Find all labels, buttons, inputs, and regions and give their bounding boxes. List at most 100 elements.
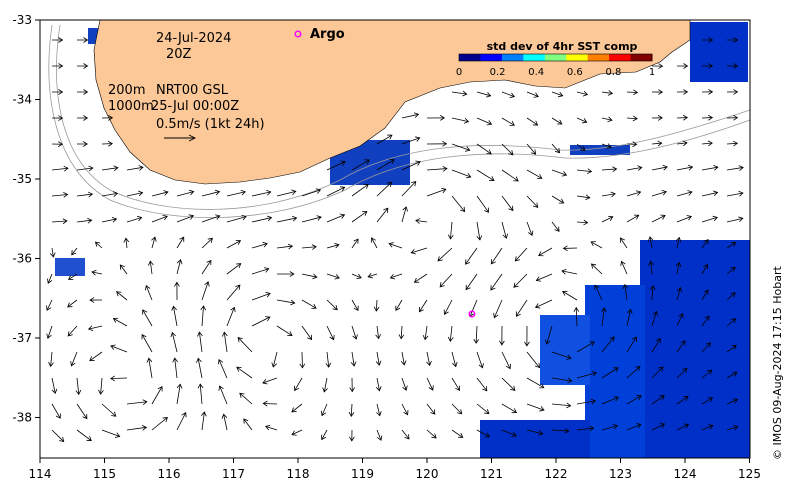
current-arrow-head: [657, 115, 663, 121]
current-arrow-head: [708, 89, 714, 95]
current-arrow-head: [332, 305, 338, 311]
current-arrow: [101, 192, 118, 197]
current-arrow-head: [452, 361, 458, 368]
current-arrow-head: [490, 285, 496, 291]
current-arrow-head: [179, 236, 185, 242]
current-arrow-head: [63, 192, 69, 198]
current-arrow: [201, 260, 212, 275]
current-arrow-head: [82, 141, 88, 147]
current-arrow-head: [58, 37, 64, 43]
current-arrow: [351, 238, 359, 249]
current-arrow: [291, 403, 303, 413]
current-arrow: [199, 384, 203, 405]
current-arrow-head: [738, 216, 744, 222]
colorbar-tick: 0: [456, 67, 462, 78]
current-arrow: [226, 191, 246, 197]
current-arrow: [176, 236, 185, 249]
current-arrow-head: [352, 334, 358, 340]
current-arrow: [389, 243, 403, 249]
current-arrow: [126, 166, 144, 171]
current-arrow: [624, 284, 628, 301]
current-arrow-head: [262, 400, 268, 407]
current-arrow-head: [652, 310, 659, 317]
current-arrow: [376, 325, 380, 339]
current-arrow: [351, 325, 357, 340]
current-arrow: [301, 299, 317, 309]
current-arrow: [601, 168, 617, 171]
current-arrow-head: [110, 375, 116, 382]
current-arrow: [276, 325, 293, 336]
current-arrow: [551, 91, 563, 97]
x-tick-label: 117: [222, 467, 245, 481]
current-arrow-head: [647, 236, 654, 242]
current-arrow-head: [375, 360, 382, 366]
current-arrow: [626, 336, 637, 353]
current-arrow-head: [111, 411, 117, 417]
current-arrow-head: [291, 189, 297, 196]
current-arrow: [401, 181, 417, 197]
current-arrow: [651, 215, 666, 223]
current-arrow: [51, 377, 56, 394]
current-arrow: [650, 261, 653, 275]
current-arrow-head: [271, 362, 277, 368]
current-arrow: [51, 403, 61, 419]
current-arrow: [676, 166, 693, 171]
current-arrow: [601, 193, 616, 197]
current-arrow: [501, 377, 516, 391]
current-arrow: [501, 429, 517, 437]
current-arrow-head: [262, 379, 268, 385]
current-arrow-head: [376, 411, 382, 417]
current-arrow-head: [524, 341, 530, 347]
current-arrow-head: [573, 306, 580, 312]
current-arrow: [50, 351, 53, 367]
current-arrow-head: [713, 165, 719, 171]
current-arrow-head: [539, 383, 545, 389]
current-arrow: [490, 247, 503, 265]
current-arrow-head: [373, 306, 380, 312]
current-arrow-head: [545, 339, 551, 345]
current-arrow-head: [706, 369, 713, 375]
current-arrow-head: [730, 318, 737, 324]
current-arrow-head: [266, 215, 273, 222]
current-arrow: [262, 377, 278, 384]
colorbar-cell: [566, 54, 589, 61]
current-arrow: [701, 342, 711, 353]
current-arrow-head: [88, 165, 94, 172]
current-arrow-head: [703, 289, 709, 295]
current-arrow: [368, 273, 378, 278]
current-arrow-head: [402, 385, 408, 391]
current-arrow: [151, 191, 169, 197]
current-arrow: [701, 425, 714, 431]
current-arrow-head: [291, 407, 297, 413]
current-arrow-head: [402, 206, 408, 212]
current-arrow: [88, 325, 103, 330]
current-arrow: [626, 309, 631, 327]
current-arrow: [726, 399, 738, 405]
current-arrow-head: [188, 214, 195, 220]
current-arrow-head: [316, 215, 322, 221]
current-arrow-head: [606, 143, 612, 149]
current-arrow: [326, 351, 330, 368]
current-arrow: [251, 217, 272, 223]
current-arrow-head: [658, 89, 664, 95]
current-arrow: [516, 299, 528, 317]
current-arrow-head: [462, 90, 468, 97]
current-arrow: [276, 217, 297, 223]
current-arrow-head: [561, 171, 568, 177]
current-arrow: [141, 334, 153, 353]
current-arrow-head: [580, 145, 586, 152]
current-arrow-head: [110, 344, 116, 350]
current-arrow-head: [147, 260, 154, 266]
current-arrow-head: [509, 120, 515, 126]
current-arrow: [576, 169, 592, 172]
current-arrow: [676, 340, 686, 353]
argo-legend-marker: [294, 30, 302, 38]
current-arrow: [201, 306, 204, 327]
current-arrow-head: [181, 411, 187, 418]
contour-200m: [56, 24, 751, 210]
current-arrow: [76, 167, 93, 171]
current-arrow-head: [635, 365, 641, 372]
current-arrow-head: [455, 385, 461, 392]
imos-credit: © IMOS 09-Aug-2024 17:15 Hobart: [771, 266, 784, 460]
current-arrow: [726, 242, 736, 249]
